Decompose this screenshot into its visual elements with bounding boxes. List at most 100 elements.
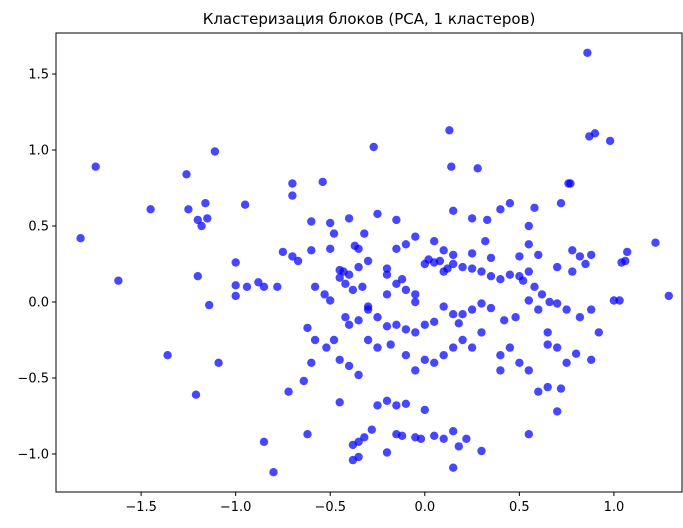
axes-frame — [55, 32, 683, 493]
scatter-point — [454, 442, 463, 451]
scatter-point — [363, 335, 373, 345]
scatter-point — [114, 276, 123, 285]
scatter-point — [201, 199, 210, 208]
scatter-point — [344, 320, 354, 329]
scatter-point — [534, 250, 543, 260]
scatter-point — [326, 218, 335, 228]
scatter-point — [367, 425, 376, 434]
scatter-point — [449, 206, 458, 215]
scatter-point — [335, 273, 344, 282]
scatter-point — [483, 215, 492, 225]
scatter-point — [545, 297, 554, 307]
scatter-point — [191, 390, 201, 399]
scatter-point — [553, 343, 562, 352]
scatter-point — [382, 396, 392, 405]
scatter-point — [449, 427, 458, 436]
scatter-point — [341, 313, 350, 322]
scatter-point — [439, 302, 448, 311]
scatter-point — [543, 382, 552, 392]
scatter-point — [231, 281, 240, 290]
scatter-point — [288, 252, 297, 261]
scatter-point — [293, 256, 303, 266]
scatter-point — [467, 343, 477, 352]
scatter-point — [575, 252, 585, 261]
scatter-point — [386, 340, 395, 349]
scatter-point — [537, 290, 547, 299]
scatter-point — [203, 214, 212, 223]
scatter-point — [273, 282, 282, 291]
scatter-point — [163, 351, 172, 360]
x-tick-label: 0.0 — [414, 500, 435, 515]
scatter-point — [467, 305, 477, 314]
scatter-point — [486, 272, 496, 281]
scatter-point — [458, 310, 467, 319]
y-tick-label: −0.5 — [17, 372, 49, 387]
scatter-point — [449, 310, 458, 319]
scatter-point — [284, 387, 293, 396]
scatter-point — [553, 407, 562, 416]
x-tick-label: −1.0 — [220, 500, 252, 515]
scatter-point — [354, 437, 363, 446]
scatter-point — [210, 147, 220, 156]
scatter-point — [382, 322, 392, 331]
scatter-point — [430, 237, 439, 246]
scatter-point — [477, 446, 486, 456]
scatter-point — [500, 316, 509, 325]
scatter-point — [242, 282, 252, 291]
x-tick-label: −1.5 — [125, 500, 157, 515]
scatter-point — [382, 264, 392, 273]
scatter-point — [449, 250, 458, 260]
scatter-point — [303, 430, 312, 439]
scatter-point — [449, 259, 458, 269]
scatter-point — [182, 170, 191, 179]
scatter-point — [543, 328, 552, 337]
scatter-point — [534, 305, 543, 314]
scatter-point — [420, 355, 429, 364]
scatter-point — [518, 276, 528, 285]
scatter-point — [344, 214, 354, 223]
scatter-point — [303, 323, 312, 333]
scatter-point — [511, 313, 520, 322]
scatter-point — [363, 256, 373, 266]
scatter-point — [348, 455, 358, 465]
scatter-point — [623, 247, 632, 257]
scatter-point — [524, 267, 533, 276]
scatter-point — [530, 282, 539, 291]
scatter-point — [543, 340, 552, 349]
scatter-point — [566, 179, 575, 188]
scatter-point — [326, 296, 335, 305]
scatter-point — [458, 262, 467, 272]
scatter-point — [193, 215, 202, 225]
scatter-point — [411, 232, 420, 241]
scatter-point — [392, 401, 401, 410]
scatter-point — [358, 282, 367, 291]
scatter-point — [231, 291, 240, 301]
scatter-point — [524, 221, 533, 231]
scatter-point — [288, 179, 297, 188]
scatter-point — [524, 366, 533, 375]
y-tick-label: 0.5 — [28, 220, 49, 235]
scatter-point — [360, 229, 369, 238]
scatter-point — [524, 430, 533, 439]
scatter-point — [587, 355, 596, 364]
scatter-point — [571, 349, 581, 358]
scatter-point — [439, 246, 448, 255]
scatter-point — [505, 270, 515, 279]
scatter-point — [354, 262, 363, 272]
scatter-point — [76, 234, 85, 243]
scatter-point — [481, 237, 490, 246]
scatter-point — [449, 463, 458, 472]
scatter-point — [605, 136, 615, 146]
y-tick-label: 1.0 — [28, 144, 49, 159]
scatter-point — [240, 200, 250, 209]
scatter-point — [307, 358, 316, 367]
scatter-point — [205, 300, 214, 310]
scatter-point — [354, 316, 363, 325]
scatter-point — [259, 282, 269, 291]
scatter-point — [477, 299, 486, 308]
scatter-point — [382, 270, 392, 279]
scatter-point — [524, 296, 533, 305]
scatter-point — [411, 366, 420, 375]
